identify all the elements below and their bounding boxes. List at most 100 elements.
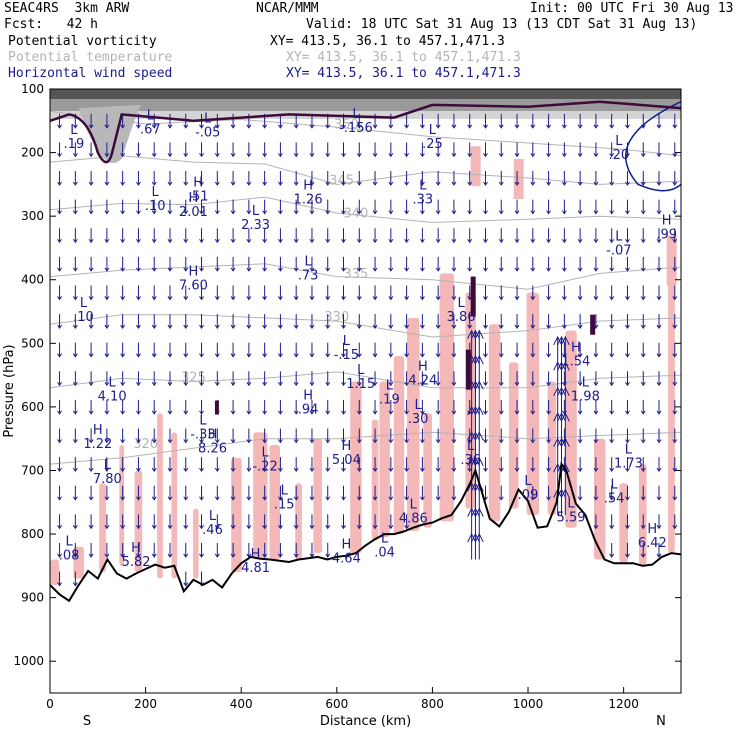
wind-arrowhead — [577, 467, 583, 473]
wind-arrowhead — [483, 124, 488, 129]
wind-arrowhead — [199, 353, 204, 358]
wind-arrowhead — [546, 238, 552, 244]
wind-arrowhead — [656, 238, 662, 244]
x-tick-label: 0 — [46, 697, 54, 711]
wind-arrowhead — [151, 553, 157, 558]
forecast-hour: Fcst: 42 h — [4, 17, 98, 32]
theta-contours — [50, 110, 681, 465]
wind-arrowhead — [341, 496, 346, 501]
wind-arrowhead — [57, 410, 62, 415]
extremum-value: -.156 — [339, 121, 373, 136]
extremum-low: L.20 — [609, 134, 630, 163]
wind-arrowhead — [309, 238, 315, 244]
wind-arrowhead — [388, 382, 394, 387]
wind-arrowhead — [72, 496, 78, 501]
extremum-type: H — [303, 388, 313, 403]
field-pv-xy: XY= 413.5, 36.1 to 457.1,471.3 — [270, 34, 505, 49]
wind-arrowhead — [230, 238, 236, 244]
pv-plume-22 — [508, 362, 519, 509]
theta-contour-335 — [50, 263, 681, 290]
wind-arrowhead — [309, 153, 315, 158]
wind-arrowhead — [672, 153, 678, 158]
wind-arrowhead — [151, 382, 157, 387]
wind-arrowhead — [514, 267, 520, 272]
wind-arrowhead — [167, 525, 173, 530]
wind-arrowhead — [372, 238, 378, 244]
wind-arrowhead — [467, 324, 473, 329]
wind-arrowhead — [262, 353, 268, 358]
wind-arrowhead — [199, 296, 204, 301]
extremum-value: .33 — [413, 192, 434, 207]
extremum-type: H — [131, 541, 141, 556]
pv-plume-24 — [547, 381, 557, 515]
extremum-value: .46 — [202, 523, 223, 538]
wind-arrowhead — [325, 410, 331, 415]
wind-arrowhead — [656, 210, 662, 215]
wind-arrowhead — [577, 324, 583, 329]
y-tick-label: 600 — [21, 400, 44, 414]
wind-arrowhead — [199, 496, 204, 501]
wind-arrowhead — [435, 467, 441, 473]
wind-arrowhead — [498, 210, 504, 215]
wind-arrowhead — [672, 267, 678, 272]
wind-arrowhead — [293, 353, 299, 358]
extremum-high: H4.24 — [408, 360, 437, 389]
wind-arrowhead — [483, 439, 488, 444]
wind-arrowhead — [341, 439, 346, 444]
updraft-arrowhead-0 — [474, 456, 484, 466]
extremum-value: .67 — [140, 123, 161, 138]
wind-arrowhead — [136, 525, 141, 530]
updraft-arrowhead-0 — [474, 405, 484, 416]
wind-arrowhead — [467, 181, 473, 186]
updraft-arrowhead-1 — [560, 335, 570, 346]
wind-arrowhead — [88, 467, 94, 473]
wind-arrowhead — [435, 296, 441, 301]
organization: NCAR/MMM — [256, 1, 319, 16]
wind-arrowhead — [530, 153, 536, 158]
wind-arrowhead — [199, 238, 204, 244]
wind-arrowhead — [246, 181, 252, 186]
wind-arrowhead — [546, 410, 552, 415]
wind-arrowhead — [262, 553, 268, 558]
wind-arrowhead — [546, 210, 552, 215]
wind-arrowhead — [530, 210, 536, 215]
wind-arrowhead — [325, 296, 331, 301]
extremum-low: L4.86 — [399, 498, 428, 527]
wind-arrowhead — [656, 410, 662, 415]
wind-arrowhead — [104, 496, 110, 501]
wind-arrowhead — [656, 467, 662, 473]
wind-arrowhead — [498, 238, 504, 244]
wind-arrowhead — [388, 353, 394, 358]
wind-arrowhead — [404, 267, 410, 272]
wind-arrowhead — [404, 296, 410, 301]
wind-arrowhead — [246, 382, 252, 387]
wind-arrowhead — [199, 267, 204, 272]
wind-arrowhead — [183, 382, 189, 387]
wind-arrowhead — [183, 153, 189, 158]
wind-arrowhead — [230, 496, 236, 501]
wind-arrowhead — [577, 410, 583, 415]
wind-arrowhead — [104, 267, 110, 272]
wind-arrowhead — [356, 181, 362, 186]
extremum-type: L — [610, 477, 618, 492]
wind-arrowhead — [88, 496, 94, 501]
wind-arrowhead — [419, 439, 425, 444]
wind-arrowhead — [120, 124, 126, 129]
extremum-low: L-.22 — [252, 445, 277, 474]
pv-plume-16 — [393, 356, 405, 535]
wind-arrowhead — [136, 210, 141, 215]
wind-arrowhead — [230, 467, 236, 473]
valid-time: Valid: 18 UTC Sat 31 Aug 13 (13 CDT Sat … — [306, 17, 698, 32]
wind-arrowhead — [72, 296, 78, 301]
theta-label-340: 340 — [344, 206, 369, 221]
extremum-value: .94 — [298, 402, 319, 417]
extremum-type: H — [571, 341, 581, 356]
y-tick-label: 800 — [21, 527, 44, 541]
wind-arrowhead — [356, 238, 362, 244]
extremum-low: L.09 — [518, 474, 539, 503]
wind-arrowhead — [609, 238, 615, 244]
updraft-arrowhead-1 — [557, 361, 566, 371]
theta-contour-340 — [50, 196, 681, 224]
wind-arrowhead — [230, 181, 236, 186]
field-wind-name: Horizontal wind speed — [8, 66, 173, 81]
